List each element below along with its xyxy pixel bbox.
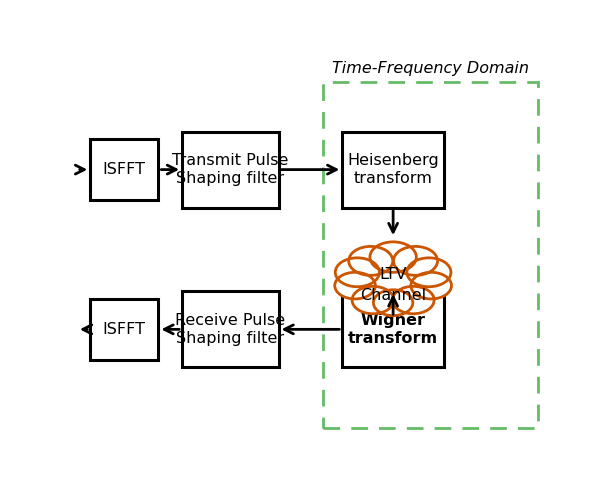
Ellipse shape <box>335 258 379 287</box>
Bar <box>342 291 443 368</box>
Bar <box>90 139 159 200</box>
Bar <box>182 291 278 368</box>
Bar <box>342 131 443 207</box>
Bar <box>90 299 159 360</box>
Ellipse shape <box>392 287 434 314</box>
Ellipse shape <box>349 247 393 275</box>
Ellipse shape <box>351 249 436 306</box>
Ellipse shape <box>393 247 438 275</box>
Ellipse shape <box>335 272 375 299</box>
Ellipse shape <box>373 290 413 316</box>
Ellipse shape <box>407 258 451 287</box>
Text: Transmit Pulse
Shaping filter: Transmit Pulse Shaping filter <box>172 154 289 186</box>
Ellipse shape <box>352 287 394 314</box>
Bar <box>323 82 538 428</box>
Text: ISFFT: ISFFT <box>103 162 146 177</box>
Text: LTV: LTV <box>379 267 407 282</box>
Text: ISFFT: ISFFT <box>103 322 146 337</box>
Ellipse shape <box>370 242 416 272</box>
Text: Time-Frequency Domain: Time-Frequency Domain <box>332 61 529 77</box>
Text: Wigner
transform: Wigner transform <box>348 313 438 345</box>
Text: Receive Pulse
Shaping filter: Receive Pulse Shaping filter <box>175 313 285 345</box>
Text: Channel: Channel <box>360 288 426 303</box>
Text: Heisenberg
transform: Heisenberg transform <box>347 154 439 186</box>
Bar <box>182 131 278 207</box>
Ellipse shape <box>411 272 452 299</box>
